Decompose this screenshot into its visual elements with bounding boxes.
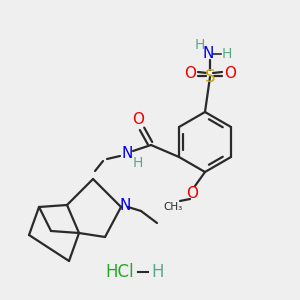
Text: N: N xyxy=(121,146,133,160)
Text: O: O xyxy=(132,112,144,128)
Text: H: H xyxy=(222,47,232,61)
Text: O: O xyxy=(186,185,198,200)
Text: HCl: HCl xyxy=(106,263,134,281)
Text: H: H xyxy=(152,263,164,281)
Text: H: H xyxy=(133,156,143,170)
Text: O: O xyxy=(184,67,196,82)
Text: N: N xyxy=(202,46,214,62)
Text: H: H xyxy=(195,38,205,52)
Text: S: S xyxy=(205,68,215,86)
Text: CH₃: CH₃ xyxy=(164,202,183,212)
Text: O: O xyxy=(224,67,236,82)
Text: N: N xyxy=(119,197,131,212)
